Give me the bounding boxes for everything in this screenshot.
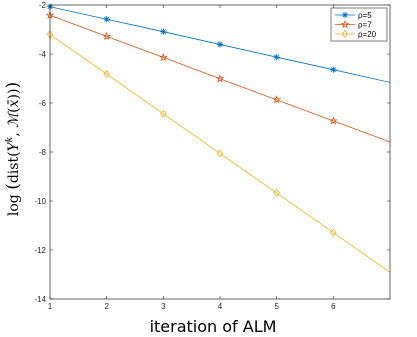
svg-text:log (dist(Yk, ℳ(x̄))): log (dist(Yk, ℳ(x̄))) [3,82,23,216]
legend-marker [340,19,350,29]
y-tick-label: -12 [34,246,46,255]
y-tick-label: -2 [39,1,47,10]
y-tick-label: -6 [39,99,47,108]
data-point [273,53,280,61]
legend-label: ρ=7 [358,21,372,30]
x-tick-label: 1 [48,302,53,311]
x-tick-label: 5 [274,302,279,311]
y-tick-label: -14 [34,295,46,304]
legend-label: ρ=20 [358,30,377,39]
plot-area [50,5,390,299]
x-tick-label: 2 [104,302,109,311]
legend-label: ρ=5 [358,11,372,20]
data-point [216,149,224,158]
x-tick-label: 4 [218,302,223,311]
data-point [102,31,112,41]
legend-marker [341,29,349,39]
data-point [330,66,337,73]
data-point [328,116,338,125]
series-line-2 [49,14,391,143]
x-tick-label: 3 [161,302,166,311]
data-point [215,74,225,83]
y-tick-label: -8 [39,148,47,157]
data-point [160,109,167,118]
y-tick-label: -4 [39,50,47,59]
legend-item: ρ=7 [335,19,372,30]
legend-item: ρ=20 [335,29,377,39]
y-axis-label: log (dist(Yk, ℳ(x̄))) [3,82,23,216]
data-point [216,41,224,48]
series-line-3 [49,34,391,273]
data-point [158,52,168,62]
y-tick-label: -10 [34,197,46,206]
x-tick-label: 6 [331,302,336,311]
data-point [103,70,110,79]
series-2 [45,10,391,143]
data-point [160,28,167,35]
data-point [103,16,110,23]
legend-marker [341,11,349,19]
data-point [273,188,280,197]
legend-item: ρ=5 [335,11,372,20]
x-axis-label: iteration of ALM [150,317,277,336]
data-point [330,228,337,237]
data-point [272,95,282,104]
